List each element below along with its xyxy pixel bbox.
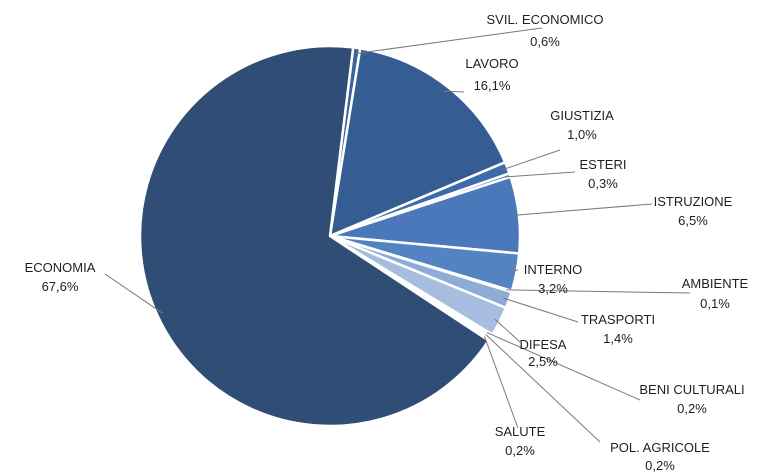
- slice-label-salute: SALUTE: [495, 424, 546, 439]
- slice-label-difesa: DIFESA: [520, 337, 567, 352]
- leader-line-giustizia: [501, 149, 561, 171]
- leader-line-salute: [484, 336, 519, 429]
- slice-value-esteri: 0,3%: [588, 176, 618, 191]
- pie-slice-lavoro: [328, 47, 507, 238]
- leader-line-beni-culturali: [486, 332, 641, 401]
- slice-label-esteri: ESTERI: [580, 157, 627, 172]
- slice-value-svil-economico: 0,6%: [530, 34, 560, 49]
- slice-value-giustizia: 1,0%: [567, 127, 597, 142]
- leader-line-economia: [104, 273, 163, 314]
- slice-value-beni-culturali: 0,2%: [677, 401, 707, 416]
- leader-line-difesa: [494, 318, 521, 343]
- slice-label-istruzione: ISTRUZIONE: [654, 194, 733, 209]
- slice-label-ambiente: AMBIENTE: [682, 276, 749, 291]
- slice-value-trasporti: 1,4%: [603, 331, 633, 346]
- pie-slices: [138, 44, 522, 428]
- leader-line-esteri: [504, 171, 576, 178]
- slice-label-trasporti: TRASPORTI: [581, 312, 655, 327]
- slice-label-economia: ECONOMIA: [25, 260, 96, 275]
- leader-line-ambiente: [506, 289, 691, 294]
- slice-label-pol-agricole: POL. AGRICOLE: [610, 440, 710, 455]
- slice-label-beni-culturali: BENI CULTURALI: [639, 382, 744, 397]
- slice-value-pol-agricole: 0,2%: [645, 458, 675, 473]
- slice-value-ambiente: 0,1%: [700, 296, 730, 311]
- slice-label-lavoro: LAVORO: [465, 56, 518, 71]
- slice-value-difesa: 2,5%: [528, 354, 558, 369]
- slice-label-svil-economico: SVIL. ECONOMICO: [486, 12, 603, 27]
- leader-line-interno: [510, 269, 519, 272]
- leader-line-trasporti: [503, 297, 579, 323]
- slice-value-istruzione: 6,5%: [678, 213, 708, 228]
- pie-slice-economia: [138, 44, 490, 428]
- slice-value-salute: 0,2%: [505, 443, 535, 458]
- slice-value-economia: 67,6%: [42, 279, 79, 294]
- leader-line-istruzione: [513, 203, 653, 216]
- slice-value-lavoro: 16,1%: [474, 78, 511, 93]
- leader-line-lavoro: [443, 90, 465, 93]
- slice-label-interno: INTERNO: [524, 262, 583, 277]
- slice-label-giustizia: GIUSTIZIA: [550, 108, 614, 123]
- leader-line-svil-economico: [355, 27, 543, 54]
- leader-line-pol-agricole: [485, 334, 601, 443]
- leader-lines: [104, 27, 691, 443]
- slice-labels: SVIL. ECONOMICO 0,6% LAVORO 16,1% GIUSTIZIA 1…: [25, 12, 749, 473]
- slice-value-interno: 3,2%: [538, 281, 568, 296]
